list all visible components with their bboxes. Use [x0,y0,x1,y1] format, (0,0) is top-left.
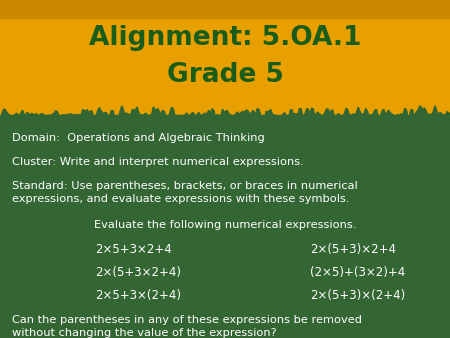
Text: 2×(5+3)×2+4: 2×(5+3)×2+4 [310,243,396,256]
Text: Standard: Use parentheses, brackets, or braces in numerical: Standard: Use parentheses, brackets, or … [12,181,358,191]
Text: 2×(5+3)×(2+4): 2×(5+3)×(2+4) [310,289,405,302]
Bar [0,0,450,18]
Text: expressions, and evaluate expressions with these symbols.: expressions, and evaluate expressions wi… [12,194,350,204]
Text: Can the parentheses in any of these expressions be removed: Can the parentheses in any of these expr… [12,315,362,325]
Text: (2×5)+(3×2)+4: (2×5)+(3×2)+4 [310,266,405,279]
Text: Domain:  Operations and Algebraic Thinking: Domain: Operations and Algebraic Thinkin… [12,133,265,143]
Text: Grade 5: Grade 5 [166,62,284,88]
Polygon shape [0,106,450,130]
Polygon shape [0,106,450,130]
Text: Alignment: 5.OA.1: Alignment: 5.OA.1 [89,25,361,51]
Text: Cluster: Write and interpret numerical expressions.: Cluster: Write and interpret numerical e… [12,157,304,167]
Bar [0,115,450,338]
Text: without changing the value of the expression?: without changing the value of the expres… [12,328,277,338]
Text: 2×5+3×(2+4): 2×5+3×(2+4) [95,289,181,302]
Text: 2×(5+3×2+4): 2×(5+3×2+4) [95,266,181,279]
Text: 2×5+3×2+4: 2×5+3×2+4 [95,243,172,256]
Bar [0,0,450,115]
Text: Evaluate the following numerical expressions.: Evaluate the following numerical express… [94,220,356,230]
